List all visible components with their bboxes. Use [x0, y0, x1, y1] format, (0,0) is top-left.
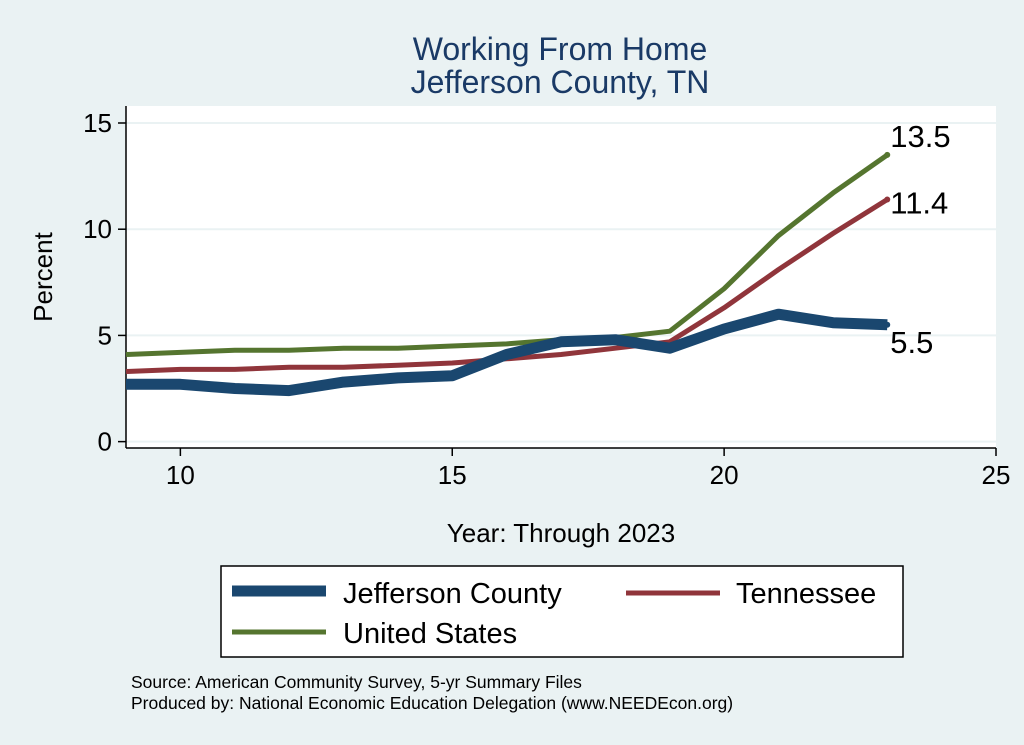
x-axis-label: Year: Through 2023	[447, 518, 675, 548]
y-axis-label: Percent	[28, 231, 58, 321]
y-tick-label-10: 10	[83, 214, 112, 244]
y-tick-label-0: 0	[98, 427, 112, 457]
end-labels: 5.5 11.4 13.5	[890, 119, 950, 360]
legend-label-tennessee: Tennessee	[736, 578, 876, 610]
x-tick-label-25: 25	[982, 460, 1011, 490]
source-note: Source: American Community Survey, 5-yr …	[131, 672, 582, 692]
legend: Jefferson County Tennessee United States	[220, 565, 904, 658]
producer-note: Produced by: National Economic Education…	[131, 693, 733, 713]
series-line-jefferson-county	[126, 308, 888, 397]
legend-label-united-states: United States	[343, 618, 517, 650]
y-tick-label-5: 5	[98, 320, 112, 350]
end-label-united-states: 13.5	[890, 119, 950, 154]
plot-area	[126, 106, 996, 448]
series-layer	[125, 151, 891, 397]
x-axis-ticks: 10 15 20 25	[166, 448, 1011, 490]
series-line-united-states	[125, 152, 889, 357]
end-label-jefferson-county: 5.5	[890, 325, 933, 360]
series-end-point-jefferson-county	[884, 321, 891, 328]
legend-label-jefferson-county: Jefferson County	[343, 578, 562, 610]
y-axis-ticks: 0 5 10 15	[83, 108, 126, 457]
y-tick-label-15: 15	[83, 108, 112, 138]
chart-title-line-1: Working From Home	[413, 31, 708, 67]
x-tick-label-15: 15	[438, 460, 467, 490]
chart-title-line-2: Jefferson County, TN	[411, 64, 710, 100]
series-end-point-tennessee	[884, 196, 891, 203]
end-label-tennessee: 11.4	[890, 185, 948, 220]
series-end-point-united-states	[884, 151, 891, 158]
legend-box	[220, 565, 904, 658]
gridlines	[126, 121, 996, 443]
x-tick-label-10: 10	[166, 460, 195, 490]
x-tick-label-20: 20	[710, 460, 739, 490]
